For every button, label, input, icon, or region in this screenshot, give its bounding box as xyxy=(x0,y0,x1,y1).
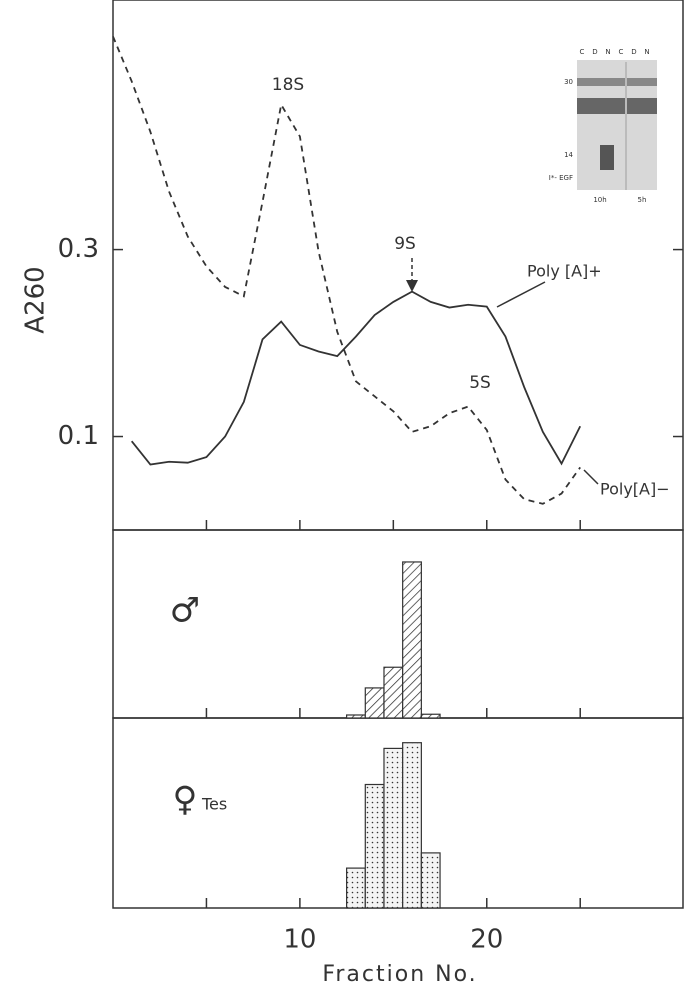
inset-lane: N xyxy=(644,48,649,56)
panel-symbol: ♀ xyxy=(173,780,198,820)
bar xyxy=(384,748,403,908)
panel-symbol: ♂ xyxy=(170,591,200,631)
panel-sublabel: Tes xyxy=(201,795,227,814)
inset-marker: 14 xyxy=(564,151,573,159)
y-tick-label: 0.1 xyxy=(58,421,99,451)
inset-group: 5h xyxy=(638,196,647,204)
bar xyxy=(365,688,384,718)
bar xyxy=(347,868,366,908)
y-tick-label: 0.3 xyxy=(58,234,99,264)
bar xyxy=(403,562,422,718)
bar xyxy=(347,715,366,718)
arrow-head xyxy=(406,280,418,292)
x-tick-label: 20 xyxy=(470,925,503,955)
peak-label: 18S xyxy=(272,75,304,95)
series-line xyxy=(132,292,581,465)
y-axis-label: A260 xyxy=(21,266,51,333)
figure: 10 20 Fraction No. 0.1 0.3A260 18S 9S 5S Poly [A… xyxy=(0,0,687,992)
inset-lane: N xyxy=(605,48,610,56)
bar xyxy=(365,785,384,909)
series-label: Poly [A]+ xyxy=(527,262,602,281)
bar xyxy=(421,714,440,718)
bar xyxy=(421,853,440,908)
arrow xyxy=(497,282,545,307)
x-tick-label: 10 xyxy=(283,925,316,955)
inset-gel xyxy=(577,60,657,190)
inset-group: 10h xyxy=(593,196,606,204)
inset-marker: I*- EGF xyxy=(549,174,573,182)
peak-label: 5S xyxy=(469,373,491,393)
inset-lane: D xyxy=(631,48,636,56)
arrow xyxy=(584,470,598,484)
series-line xyxy=(113,36,580,503)
inset-marker: 30 xyxy=(564,78,573,86)
bar xyxy=(384,667,403,718)
inset-lane: D xyxy=(592,48,597,56)
bar xyxy=(403,743,422,908)
inset-lane: C xyxy=(619,48,624,56)
series-label: Poly[A]− xyxy=(600,480,670,499)
peak-label: 9S xyxy=(394,234,416,254)
inset-lane: C xyxy=(580,48,585,56)
x-axis-label: Fraction No. xyxy=(322,962,477,987)
